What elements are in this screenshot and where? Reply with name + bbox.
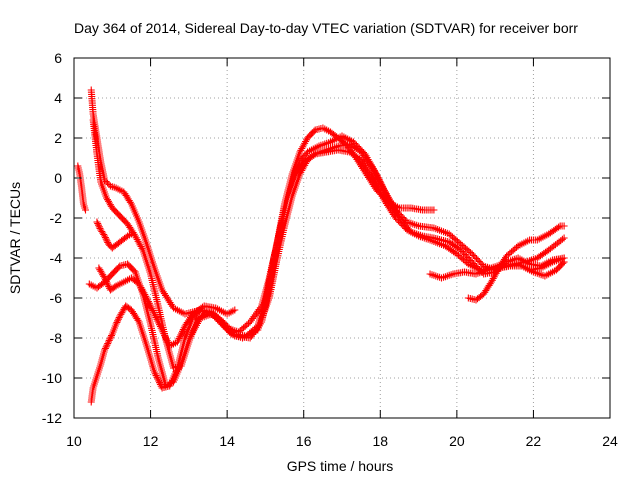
x-tick-label: 24 xyxy=(602,433,618,449)
plot-frame xyxy=(73,57,611,419)
x-axis-title: GPS time / hours xyxy=(287,458,394,474)
x-tick-label: 20 xyxy=(449,433,465,449)
y-tick-label: -8 xyxy=(50,330,63,346)
chart-title: Day 364 of 2014, Sidereal Day-to-day VTE… xyxy=(74,20,578,36)
x-tick-label: 18 xyxy=(372,433,388,449)
y-tick-label: 6 xyxy=(54,50,62,66)
y-tick-label: 2 xyxy=(54,130,62,146)
data-point-markers xyxy=(95,264,239,350)
x-tick-label: 16 xyxy=(296,433,312,449)
data-series xyxy=(74,86,568,406)
y-tick-label: -10 xyxy=(42,370,62,386)
data-point-markers xyxy=(93,218,135,252)
sat-track-1 xyxy=(74,162,89,214)
sat-track-8 xyxy=(426,258,568,282)
y-tick-label: 0 xyxy=(54,170,62,186)
y-tick-label: -6 xyxy=(50,290,63,306)
y-tick-label: -12 xyxy=(42,410,62,426)
x-tick-label: 10 xyxy=(66,433,82,449)
data-point-markers xyxy=(74,162,89,214)
y-tick-label: 4 xyxy=(54,90,62,106)
y-tick-label: -4 xyxy=(50,250,63,266)
sat-track-6 xyxy=(95,264,239,350)
sat-track-9 xyxy=(464,222,568,304)
x-tick-label: 12 xyxy=(143,433,159,449)
data-point-markers xyxy=(464,222,568,304)
x-tick-label: 14 xyxy=(219,433,235,449)
y-axis-title: SDTVAR / TECUs xyxy=(7,182,23,294)
y-tick-label: -2 xyxy=(50,210,63,226)
x-tick-label: 22 xyxy=(526,433,542,449)
data-point-markers xyxy=(426,258,568,282)
sat-track-7 xyxy=(93,218,135,252)
axis-ticks xyxy=(73,57,611,419)
data-point-markers xyxy=(85,132,568,390)
sat-track-4 xyxy=(85,132,568,390)
